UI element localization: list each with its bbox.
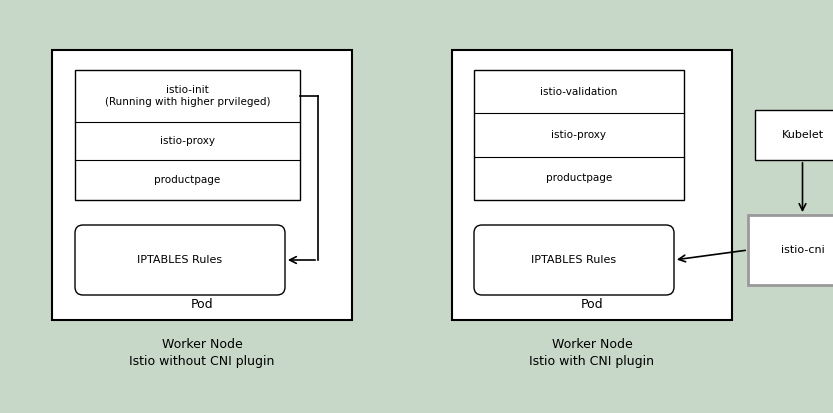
Text: istio-validation: istio-validation	[541, 87, 618, 97]
Text: IPTABLES Rules: IPTABLES Rules	[531, 255, 616, 265]
FancyBboxPatch shape	[75, 225, 285, 295]
Text: Worker Node: Worker Node	[551, 339, 632, 351]
Text: Pod: Pod	[581, 299, 603, 311]
Text: istio-proxy: istio-proxy	[160, 136, 215, 146]
Text: istio-proxy: istio-proxy	[551, 130, 606, 140]
Text: Istio without CNI plugin: Istio without CNI plugin	[129, 356, 275, 368]
Text: Pod: Pod	[191, 299, 213, 311]
FancyBboxPatch shape	[474, 70, 684, 200]
Text: Worker Node: Worker Node	[162, 339, 242, 351]
FancyBboxPatch shape	[755, 110, 833, 160]
FancyBboxPatch shape	[52, 50, 352, 320]
FancyBboxPatch shape	[75, 70, 300, 200]
FancyBboxPatch shape	[452, 50, 732, 320]
Text: productpage: productpage	[154, 175, 221, 185]
Text: Kubelet: Kubelet	[781, 130, 824, 140]
Text: istio-cni: istio-cni	[781, 245, 825, 255]
Text: Istio with CNI plugin: Istio with CNI plugin	[530, 356, 655, 368]
FancyBboxPatch shape	[748, 215, 833, 285]
Text: istio-init
(Running with higher prvileged): istio-init (Running with higher prvilege…	[105, 85, 270, 107]
FancyBboxPatch shape	[474, 225, 674, 295]
Text: productpage: productpage	[546, 173, 612, 183]
Text: IPTABLES Rules: IPTABLES Rules	[137, 255, 222, 265]
